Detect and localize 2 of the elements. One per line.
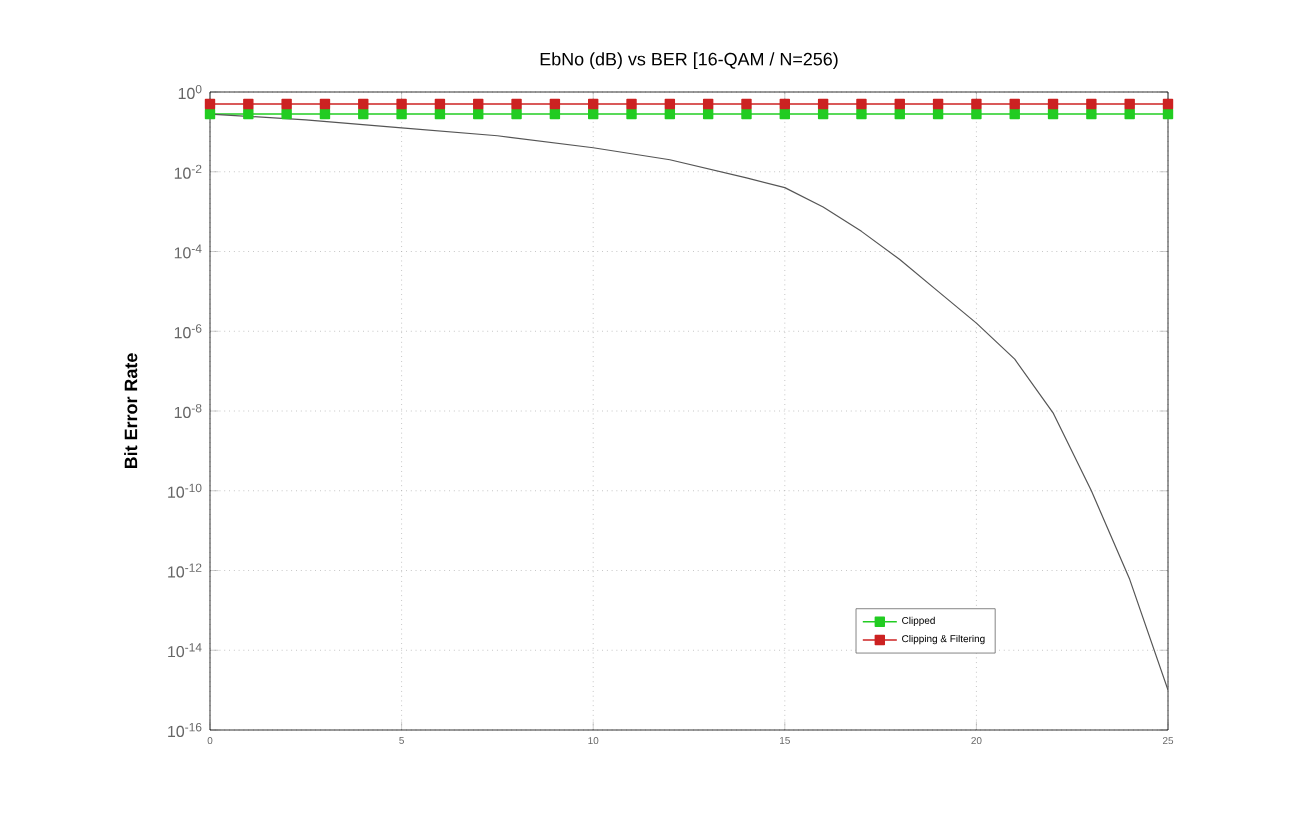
chart-title: EbNo (dB) vs BER [16-QAM / N=256) [540, 52, 838, 69]
y-axis-title: Bit Error Rate [124, 353, 138, 469]
